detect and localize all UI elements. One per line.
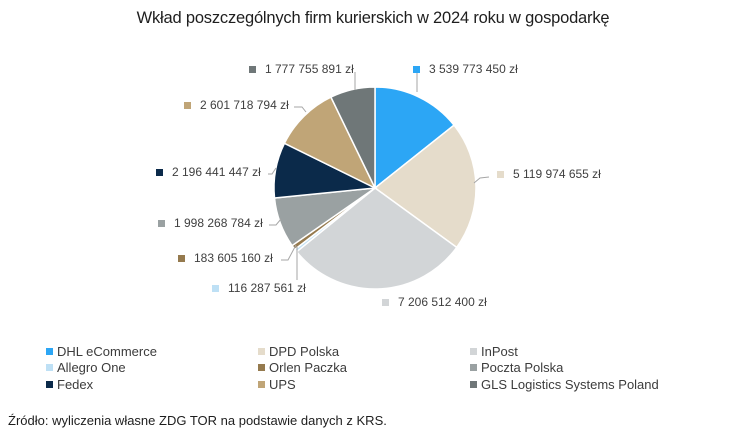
- data-label-text: 3 539 773 450 zł: [429, 62, 518, 76]
- legend-item: Poczta Polska: [470, 360, 706, 377]
- legend-label: Orlen Paczka: [269, 360, 348, 376]
- pie-slice-dpd-polska: [373, 124, 477, 249]
- pie-slices: [273, 86, 477, 290]
- data-label-text: 5 119 974 655 zł: [513, 167, 601, 181]
- legend-swatch-icon: [470, 364, 477, 372]
- legend: DHL eCommerce DPD Polska InPost Allegro One…: [46, 343, 706, 393]
- legend-label: GLS Logistics Systems Poland: [481, 376, 659, 392]
- data-label: 1 998 268 784 zł: [158, 216, 263, 230]
- label-swatch-icon: [178, 254, 185, 262]
- label-swatch-icon: [497, 170, 504, 178]
- legend-swatch-icon: [258, 347, 265, 355]
- data-label: 3 539 773 450 zł: [413, 62, 518, 76]
- leader-lines: [268, 72, 490, 280]
- data-label-text: 2 601 718 794 zł: [200, 98, 289, 112]
- legend-swatch-icon: [46, 380, 53, 388]
- pie-slice-gls-logistics-systems-poland: [329, 86, 376, 189]
- pie-slice-inpost: [295, 187, 458, 290]
- legend-swatch-icon: [258, 380, 265, 388]
- label-swatch-icon: [158, 219, 165, 227]
- label-swatch-icon: [156, 168, 163, 176]
- label-swatch-icon: [212, 284, 219, 292]
- data-label-text: 1 777 755 891 zł: [265, 62, 354, 76]
- pie-slice-dhl-ecommerce: [374, 86, 456, 190]
- legend-label: Poczta Polska: [481, 360, 564, 376]
- legend-item: UPS: [258, 376, 470, 393]
- data-label-text: 183 605 160 zł: [194, 251, 273, 265]
- leader-line-orlen: [281, 244, 297, 261]
- data-label: 2 196 441 447 zł: [156, 165, 261, 179]
- legend-item: DHL eCommerce: [46, 343, 258, 360]
- legend-swatch-icon: [258, 364, 265, 372]
- legend-item: DPD Polska: [258, 343, 470, 360]
- legend-swatch-icon: [46, 364, 53, 372]
- data-label: 1 777 755 891 zł: [249, 62, 354, 76]
- legend-item: Fedex: [46, 376, 258, 393]
- label-swatch-icon: [413, 65, 420, 73]
- data-label-text: 7 206 512 400 zł: [398, 295, 487, 309]
- source-note: Źródło: wyliczenia własne ZDG TOR na pod…: [8, 413, 387, 428]
- leader-line-ups: [294, 106, 307, 113]
- leader-line-poczta: [269, 218, 282, 226]
- data-label: 7 206 512 400 zł: [382, 295, 487, 309]
- legend-label: Fedex: [57, 376, 94, 392]
- data-label: 183 605 160 zł: [178, 251, 273, 265]
- label-swatch-icon: [382, 298, 389, 306]
- legend-swatch-icon: [46, 347, 53, 355]
- legend-label: Allegro One: [57, 360, 126, 376]
- label-swatch-icon: [184, 101, 191, 109]
- leader-line-fedex: [268, 167, 277, 175]
- legend-item: GLS Logistics Systems Poland: [470, 376, 706, 393]
- legend-swatch-icon: [470, 380, 477, 388]
- legend-label: UPS: [269, 376, 296, 392]
- legend-label: DHL eCommerce: [57, 343, 157, 359]
- legend-item: InPost: [470, 343, 706, 360]
- legend-swatch-icon: [470, 347, 477, 355]
- leader-line-dpd: [473, 176, 490, 184]
- label-swatch-icon: [249, 65, 256, 73]
- legend-item: Allegro One: [46, 360, 258, 377]
- legend-item: Orlen Paczka: [258, 360, 470, 377]
- legend-label: InPost: [481, 343, 518, 359]
- data-label: 2 601 718 794 zł: [184, 98, 289, 112]
- data-label-text: 1 998 268 784 zł: [174, 216, 263, 230]
- data-label-text: 116 287 561 zł: [228, 281, 306, 295]
- data-label-text: 2 196 441 447 zł: [172, 165, 261, 179]
- data-label: 5 119 974 655 zł: [497, 167, 601, 181]
- data-label: 116 287 561 zł: [212, 281, 306, 295]
- chart-title: Wkład poszczególnych firm kurierskich w …: [136, 9, 610, 27]
- legend-label: DPD Polska: [269, 343, 340, 359]
